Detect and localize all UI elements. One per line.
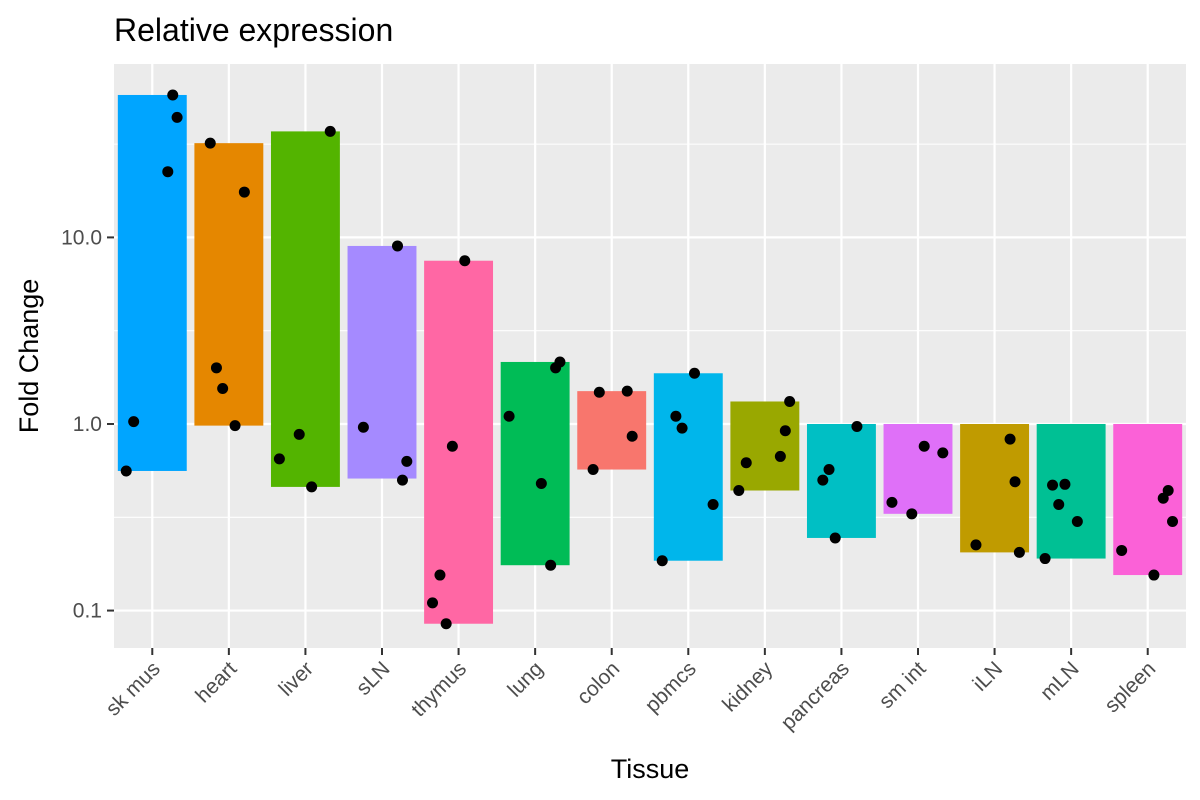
y-tick-label-1: 1.0	[73, 413, 102, 436]
point-sk-mus-3	[167, 89, 179, 101]
point-pbmcs-4	[656, 555, 668, 567]
point-thymus-2	[440, 618, 452, 630]
point-liver-3	[273, 453, 285, 465]
point-kidney-3	[779, 425, 791, 437]
point-sln-1	[401, 455, 413, 467]
point-spleen-2	[1116, 544, 1128, 556]
point-iln-1	[1013, 546, 1025, 558]
point-lung-1	[535, 477, 547, 489]
point-thymus-5	[427, 597, 439, 609]
point-mln-1	[1047, 479, 1059, 491]
point-liver-2	[306, 481, 318, 493]
point-mln-2	[1053, 499, 1065, 511]
chart-title: Relative expression	[114, 12, 393, 48]
point-pbmcs-3	[688, 367, 700, 379]
bar-sk-mus	[117, 94, 187, 471]
point-sk-mus-5	[128, 416, 140, 428]
point-sm-int-3	[886, 496, 898, 508]
point-thymus-3	[446, 440, 458, 452]
point-iln-3	[1004, 433, 1016, 445]
x-tick-label-colon: colon	[572, 657, 624, 709]
point-iln-2	[1009, 476, 1021, 488]
point-pbmcs-5	[707, 499, 719, 511]
point-sm-int-1	[906, 508, 918, 520]
point-heart-4	[217, 382, 229, 394]
point-heart-5	[229, 420, 241, 432]
x-tick-label-spleen: spleen	[1100, 657, 1160, 717]
point-thymus-1	[434, 569, 446, 581]
point-pancreas-1	[851, 420, 863, 432]
x-tick-label-pbmcs: pbmcs	[641, 657, 701, 717]
x-tick-label-sk-mus: sk mus	[102, 657, 165, 720]
y-tick-label-2: 10.0	[61, 226, 102, 249]
point-lung-2	[503, 410, 515, 422]
bar-mln	[1036, 423, 1106, 559]
bar-colon	[577, 391, 647, 470]
point-mln-5	[1039, 553, 1051, 565]
point-colon-2	[621, 385, 633, 397]
point-sk-mus-2	[171, 111, 183, 123]
point-pancreas-4	[829, 532, 841, 544]
x-tick-label-heart: heart	[191, 657, 241, 707]
x-tick-label-iln: iLN	[969, 657, 1008, 696]
point-sm-int-4	[937, 447, 949, 459]
point-iln-4	[970, 539, 982, 551]
bar-sln	[347, 245, 417, 479]
point-kidney-4	[774, 450, 786, 462]
x-tick-label-kidney: kidney	[718, 657, 778, 717]
point-sk-mus-4	[162, 166, 174, 178]
x-tick-label-mln: mLN	[1036, 657, 1084, 705]
point-pbmcs-2	[676, 422, 688, 434]
point-liver-1	[293, 428, 305, 440]
point-sk-mus-1	[120, 465, 132, 477]
point-mln-4	[1071, 516, 1083, 528]
point-colon-4	[593, 386, 605, 398]
x-tick-label-thymus: thymus	[407, 657, 471, 721]
point-liver-4	[324, 125, 336, 137]
point-spleen-1	[1148, 569, 1160, 581]
point-colon-3	[587, 464, 599, 476]
bar-liver	[270, 131, 340, 487]
point-pancreas-2	[817, 474, 829, 486]
point-pbmcs-1	[670, 410, 682, 422]
bar-lung	[500, 361, 570, 566]
point-thymus-4	[459, 255, 471, 267]
x-axis-title: Tissue	[611, 754, 690, 784]
x-tick-label-liver: liver	[274, 657, 317, 700]
point-heart-2	[204, 137, 216, 149]
x-tick-label-sm-int: sm int	[875, 657, 931, 713]
bars	[117, 94, 1183, 624]
point-pancreas-3	[823, 464, 835, 476]
point-colon-1	[626, 430, 638, 442]
point-heart-1	[238, 186, 250, 198]
bar-pancreas	[806, 423, 876, 538]
x-tick-label-lung: lung	[503, 657, 547, 701]
points	[120, 89, 1179, 630]
point-sm-int-2	[918, 440, 930, 452]
point-lung-5	[545, 559, 557, 571]
y-tick-label-0: 0.1	[73, 600, 102, 623]
point-kidney-1	[733, 485, 745, 497]
bar-kidney	[730, 401, 800, 491]
y-axis-title: Fold Change	[14, 279, 44, 434]
y-axis: 0.1 1.0 10.0	[61, 226, 114, 623]
point-lung-4	[550, 362, 562, 374]
point-sln-3	[392, 240, 404, 252]
point-spleen-3	[1167, 516, 1179, 528]
point-mln-3	[1059, 478, 1071, 490]
bar-pbmcs	[653, 373, 723, 561]
x-tick-label-pancreas: pancreas	[777, 657, 854, 734]
x-tick-label-sln: sLN	[352, 657, 395, 700]
x-axis: sk mus heart liver sLN thymus lung colon pbmcs k…	[102, 648, 1160, 735]
point-kidney-2	[784, 395, 796, 407]
bar-thymus	[424, 260, 494, 624]
bar-heart	[194, 143, 264, 426]
point-sln-4	[357, 421, 369, 433]
point-sln-2	[396, 474, 408, 486]
point-heart-3	[210, 362, 222, 374]
point-kidney-5	[740, 457, 752, 469]
point-spleen-5	[1157, 492, 1169, 504]
bar-iln	[960, 423, 1030, 553]
